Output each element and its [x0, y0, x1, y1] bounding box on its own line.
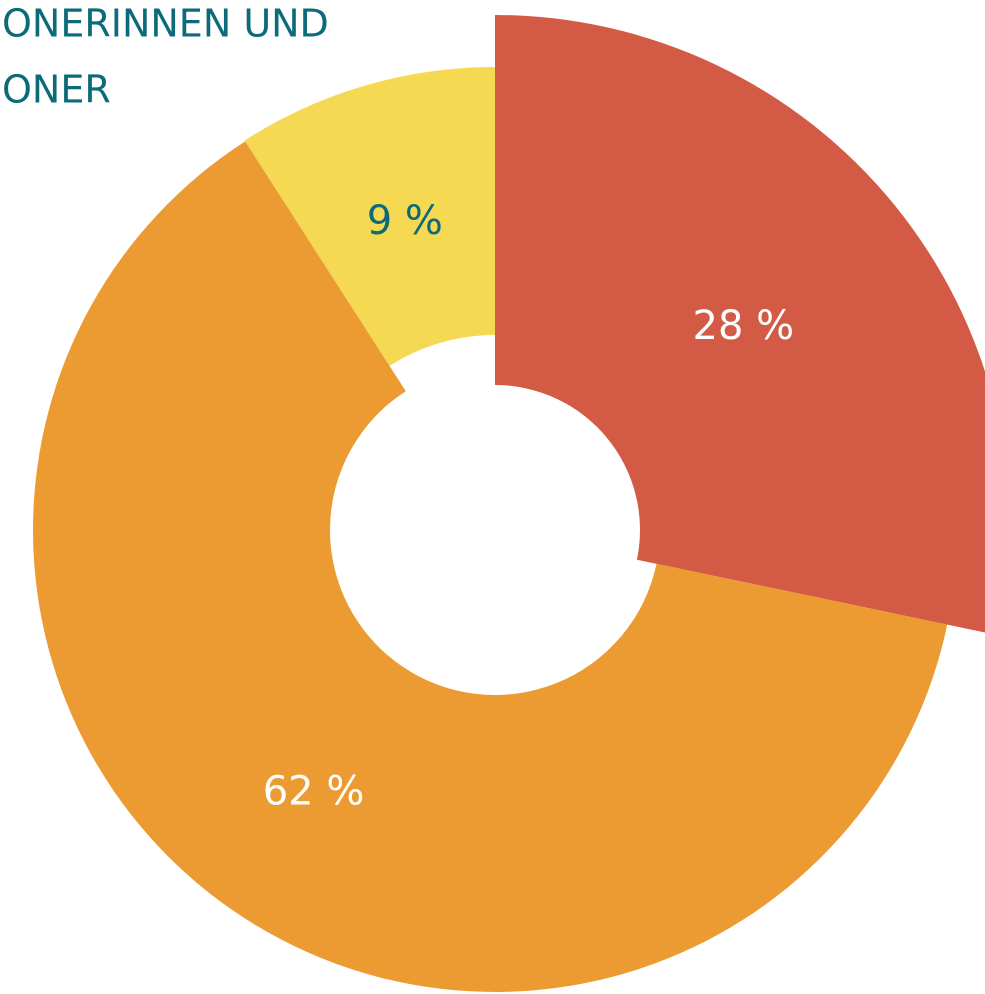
data-label: 9 %	[367, 198, 443, 244]
donut-slice	[33, 141, 948, 993]
data-label: 62 %	[263, 769, 365, 815]
chart-title: ONER	[2, 68, 111, 112]
data-label: 28 %	[693, 303, 795, 349]
chart-title: ONERINNEN UND	[2, 2, 329, 46]
donut-slice	[495, 15, 985, 633]
donut-slice	[244, 67, 495, 366]
